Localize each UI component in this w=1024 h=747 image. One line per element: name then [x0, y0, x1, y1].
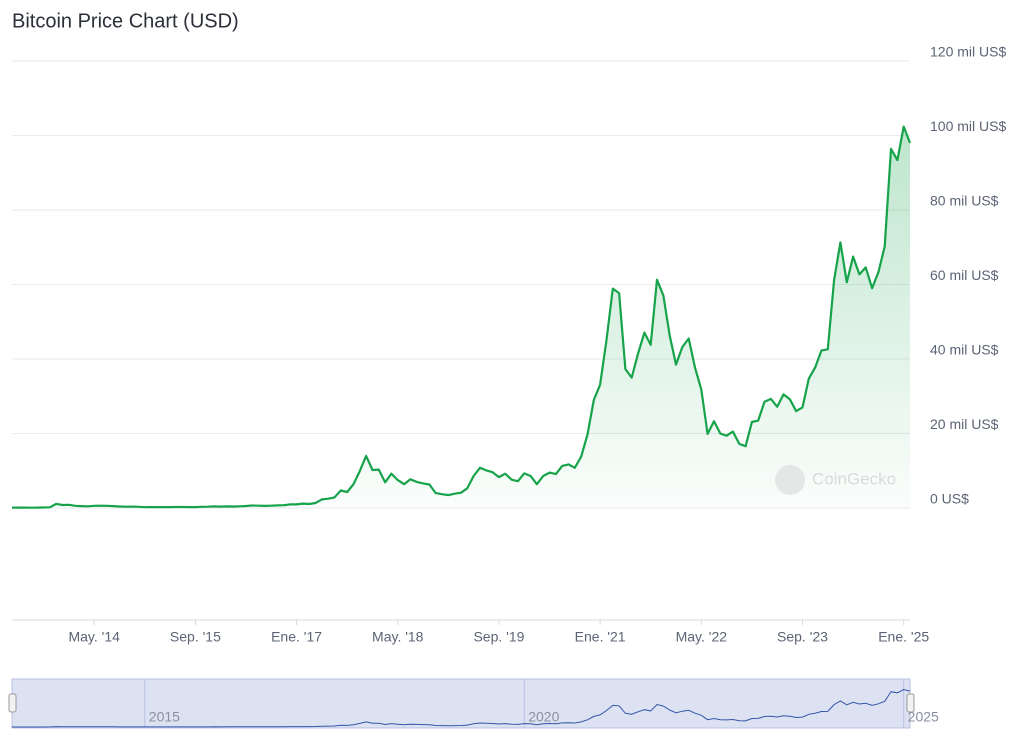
navigator-window [11, 678, 911, 729]
x-tick-label: Ene. '17 [271, 629, 322, 645]
y-tick-label: 20 mil US$ [930, 416, 999, 432]
navigator-line [12, 688, 911, 728]
chart-title: Bitcoin Price Chart (USD) [12, 10, 239, 32]
x-tick-label: Ene. '21 [575, 629, 626, 645]
navigator-handle[interactable] [8, 693, 17, 713]
x-tick-label: Sep. '23 [777, 629, 828, 645]
x-tick-label: Ene. '25 [878, 629, 929, 645]
y-tick-label: 80 mil US$ [930, 193, 999, 209]
navigator-handle[interactable] [906, 693, 915, 713]
x-tick-label: Sep. '15 [170, 629, 221, 645]
y-tick-label: 40 mil US$ [930, 342, 999, 358]
watermark: CoinGecko [775, 465, 896, 495]
x-tick-label: May. '18 [372, 629, 424, 645]
price-line [12, 125, 912, 509]
area-fill [12, 126, 910, 508]
y-tick-label: 0 US$ [930, 491, 969, 507]
x-tick-label: Sep. '19 [473, 629, 524, 645]
y-tick-label: 120 mil US$ [930, 44, 1006, 60]
x-tick-label: May. '14 [68, 629, 120, 645]
navigator-label: 2025 [908, 709, 939, 725]
watermark-text: CoinGecko [812, 469, 896, 488]
navigator-label: 2020 [528, 709, 559, 725]
x-tick-label: May. '22 [676, 629, 728, 645]
y-tick-label: 60 mil US$ [930, 267, 999, 283]
y-tick-label: 100 mil US$ [930, 118, 1006, 134]
navigator-label: 2015 [149, 709, 180, 725]
